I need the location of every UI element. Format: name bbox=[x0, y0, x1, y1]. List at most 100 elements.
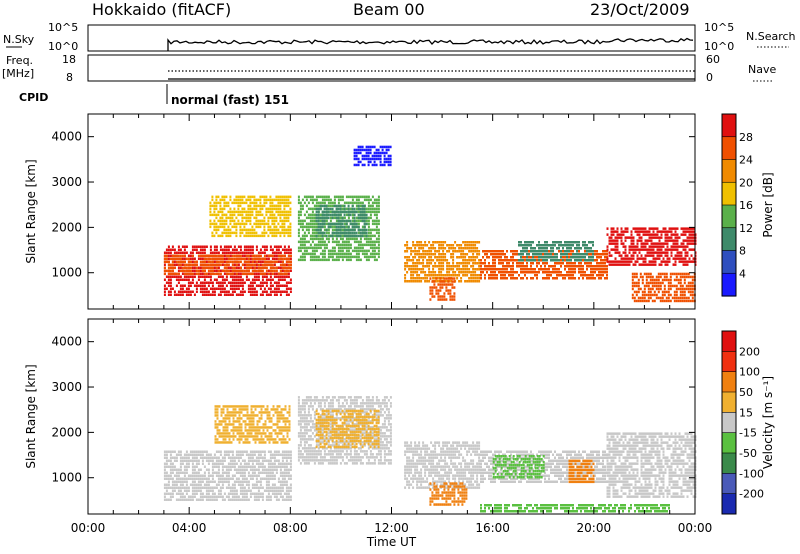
power-data-cell bbox=[279, 269, 282, 273]
velocity-data-cell bbox=[191, 450, 194, 453]
power-data-cell bbox=[339, 195, 342, 199]
power-data-cell bbox=[648, 239, 651, 242]
power-data-cell bbox=[369, 216, 372, 220]
power-data-cell bbox=[659, 272, 662, 276]
power-data-cell bbox=[674, 242, 677, 245]
power-data-cell bbox=[269, 248, 272, 251]
power-data-cell bbox=[546, 262, 548, 265]
power-data-cell bbox=[219, 272, 222, 276]
power-data-cell bbox=[283, 272, 286, 276]
power-data-cell bbox=[590, 262, 592, 265]
power-data-cell bbox=[289, 207, 292, 211]
power-data-cell bbox=[339, 234, 342, 238]
power-data-cell bbox=[365, 237, 368, 241]
power-data-cell bbox=[518, 241, 520, 244]
power-data-cell bbox=[363, 249, 366, 253]
power-data-cell bbox=[303, 240, 306, 244]
velocity-data-cell bbox=[195, 465, 198, 468]
power-data-cell bbox=[643, 299, 646, 303]
power-data-cell bbox=[297, 213, 300, 217]
nsearch-tick-high: 10^5 bbox=[704, 21, 734, 34]
velocity-data-cell bbox=[243, 474, 246, 477]
power-data-cell bbox=[510, 274, 512, 277]
power-data-cell bbox=[437, 292, 440, 295]
power-data-cell bbox=[438, 250, 441, 253]
power-data-cell bbox=[441, 295, 444, 298]
power-data-cell bbox=[363, 228, 366, 232]
power-data-cell bbox=[297, 216, 300, 220]
power-data-cell bbox=[367, 237, 370, 241]
velocity-data-cell bbox=[241, 459, 244, 462]
power-data-cell bbox=[289, 266, 292, 270]
power-data-cell bbox=[235, 272, 238, 276]
power-data-cell bbox=[251, 231, 254, 235]
velocity-data-cell bbox=[249, 492, 252, 495]
power-data-cell bbox=[197, 245, 200, 248]
power-data-cell bbox=[251, 210, 254, 214]
power-data-cell bbox=[672, 257, 675, 260]
velocity-data-cell bbox=[225, 480, 228, 483]
power-data-cell bbox=[277, 198, 280, 202]
power-data-cell bbox=[261, 290, 264, 293]
power-data-cell bbox=[510, 277, 512, 280]
power-data-cell bbox=[404, 268, 407, 271]
power-data-cell bbox=[187, 263, 190, 267]
power-data-cell bbox=[229, 287, 232, 290]
power-data-cell bbox=[377, 240, 380, 244]
power-data-cell bbox=[289, 201, 292, 205]
power-data-cell bbox=[323, 216, 326, 220]
power-data-cell bbox=[349, 213, 352, 217]
power-data-cell bbox=[275, 293, 278, 296]
power-data-cell bbox=[650, 248, 653, 251]
power-data-cell bbox=[169, 248, 172, 251]
power-data-cell bbox=[327, 207, 330, 211]
power-data-cell bbox=[426, 253, 429, 256]
power-data-cell bbox=[235, 225, 238, 229]
power-data-cell bbox=[343, 222, 346, 226]
power-data-cell bbox=[562, 259, 564, 262]
power-data-cell bbox=[645, 278, 648, 282]
power-data-cell bbox=[673, 290, 676, 294]
power-data-cell bbox=[620, 239, 623, 242]
power-data-cell bbox=[438, 253, 441, 256]
power-data-cell bbox=[586, 247, 588, 250]
power-data-cell bbox=[492, 256, 494, 259]
power-data-cell bbox=[363, 231, 366, 235]
power-data-cell bbox=[341, 255, 344, 259]
power-data-cell bbox=[231, 216, 234, 220]
power-data-cell bbox=[299, 201, 302, 205]
power-data-cell bbox=[550, 271, 552, 274]
velocity-data-cell bbox=[179, 492, 182, 495]
power-data-cell bbox=[436, 280, 439, 283]
power-data-cell bbox=[215, 207, 218, 211]
power-data-cell bbox=[255, 231, 258, 235]
power-data-cell bbox=[283, 201, 286, 205]
power-data-cell bbox=[283, 195, 286, 199]
power-data-cell bbox=[516, 277, 518, 280]
power-data-cell bbox=[677, 287, 680, 291]
power-data-cell bbox=[359, 195, 362, 199]
power-data-cell bbox=[365, 198, 368, 202]
power-data-cell bbox=[187, 257, 190, 261]
power-data-cell bbox=[661, 296, 664, 300]
power-data-cell bbox=[363, 204, 366, 208]
power-data-cell bbox=[287, 195, 290, 199]
power-data-cell bbox=[665, 278, 668, 282]
power-data-cell bbox=[404, 265, 407, 268]
velocity-data-cell bbox=[259, 453, 262, 456]
power-data-cell bbox=[169, 293, 172, 296]
velocity-data-cell bbox=[169, 477, 172, 480]
power-data-cell bbox=[223, 260, 226, 263]
velocity-data-cell bbox=[253, 459, 256, 462]
power-data-cell bbox=[355, 151, 358, 155]
power-data-cell bbox=[317, 219, 320, 223]
power-data-cell bbox=[474, 262, 477, 265]
power-data-cell bbox=[685, 284, 688, 288]
power-data-cell bbox=[373, 154, 376, 158]
power-data-cell bbox=[281, 201, 284, 205]
power-data-cell bbox=[323, 231, 326, 235]
power-data-cell bbox=[189, 290, 192, 293]
power-data-cell bbox=[494, 253, 496, 256]
power-data-cell bbox=[357, 258, 360, 262]
power-data-cell bbox=[379, 163, 382, 167]
